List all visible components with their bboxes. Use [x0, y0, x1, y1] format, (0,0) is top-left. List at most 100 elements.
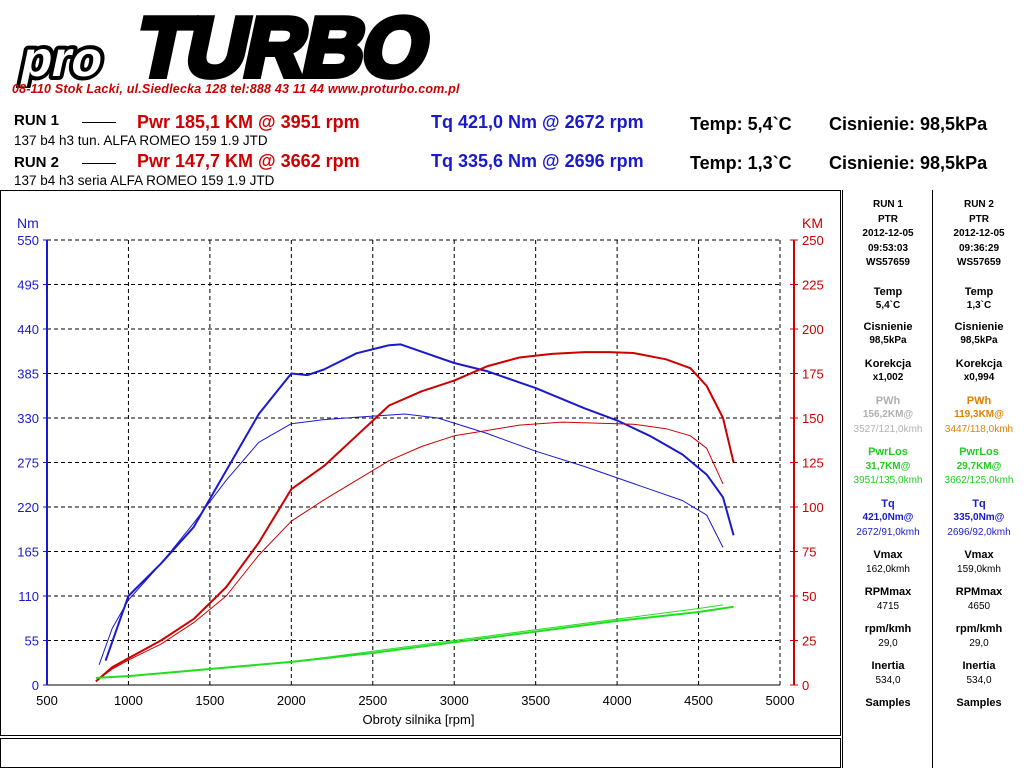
y-right-tick-label: 75: [802, 545, 816, 560]
temp-value: 1,3`C: [966, 300, 992, 311]
test-date: 2012-12-05: [953, 228, 1005, 239]
tq-value: 335,0Nm@: [953, 512, 1005, 523]
x-tick-label: 1000: [114, 693, 143, 708]
run1-description: 137 b4 h3 tun. ALFA ROMEO 159 1.9 JTD: [14, 133, 268, 148]
y-right-tick-label: 150: [802, 411, 824, 426]
x-tick-label: 4000: [603, 693, 632, 708]
series-line-4: [95, 421, 724, 682]
side-panel: RUN 1 PTR 2012-12-05 09:53:03 WS57659 Te…: [842, 190, 1024, 768]
y-left-tick-label: 110: [18, 589, 39, 604]
side-panel-divider: [932, 190, 933, 768]
y-left-tick-label: 495: [17, 278, 39, 293]
chart-frame: [0, 190, 841, 736]
y-right-tick-label: 200: [802, 322, 824, 337]
inertia-label: Inertia: [871, 660, 905, 672]
rpmmax-value: 4715: [876, 600, 900, 612]
run2-label: RUN 2: [14, 154, 60, 171]
serial-number: WS57659: [866, 257, 910, 268]
inertia-label: Inertia: [962, 660, 996, 672]
correction-label: Korekcja: [864, 357, 912, 370]
series-line-6: [95, 604, 724, 679]
tq-label: Tq: [881, 497, 895, 510]
temp-label: Temp: [873, 285, 903, 298]
pwh-detail: 3447/118,0kmh: [944, 423, 1014, 435]
vmax-label: Vmax: [873, 549, 903, 561]
pwrlos-value: 29,7KM@: [956, 460, 1002, 472]
series-line-3: [95, 351, 735, 683]
series-line-2: [98, 413, 724, 665]
svg-text:pro: pro: [16, 31, 109, 87]
rpmmax-label: RPMmax: [864, 586, 912, 598]
tq-detail: 2696/92,0kmh: [947, 526, 1011, 538]
pressure-label: Cisnienie: [954, 320, 1004, 333]
y-left-tick-label: 550: [17, 233, 39, 248]
address-line: 08-110 Stok Lacki, ul.Siedlecka 128 tel:…: [12, 82, 460, 96]
test-date: 2012-12-05: [862, 228, 914, 239]
correction-value: x0,994: [963, 372, 995, 383]
run1-power: Pwr 185,1 KM @ 3951 rpm: [137, 112, 360, 132]
bottom-box: [0, 738, 841, 768]
temp-value: 5,4`C: [875, 300, 901, 311]
pwh-label: PWh: [966, 394, 992, 407]
run2-torque: Tq 335,6 Nm @ 2696 rpm: [431, 151, 644, 171]
x-tick-label: 5000: [766, 693, 795, 708]
y-right-tick-label: 225: [802, 278, 824, 293]
pwrlos-detail: 3662/125,0kmh: [944, 475, 1014, 486]
test-type: PTR: [878, 213, 898, 225]
run1-temp: Temp: 5,4`C: [690, 114, 792, 134]
samples-label: Samples: [865, 697, 911, 709]
side-column-run2: RUN 2 PTR 2012-12-05 09:36:29 WS57659 Te…: [934, 190, 1024, 711]
x-tick-label: 3000: [440, 693, 469, 708]
correction-label: Korekcja: [955, 357, 1003, 370]
x-tick-label: 3500: [521, 693, 550, 708]
run2-description: 137 b4 h3 seria ALFA ROMEO 159 1.9 JTD: [14, 173, 275, 188]
run2-pressure: Cisnienie: 98,5kPa: [829, 153, 988, 173]
side-column-run1: RUN 1 PTR 2012-12-05 09:53:03 WS57659 Te…: [843, 190, 933, 711]
run-label: RUN 2: [963, 199, 994, 210]
y-right-tick-label: 175: [802, 367, 824, 382]
pressure-value: 98,5kPa: [960, 335, 998, 346]
test-time: 09:53:03: [867, 242, 909, 254]
y-left-tick-label: 55: [25, 634, 39, 649]
temp-label: Temp: [964, 285, 994, 298]
run-label: RUN 1: [872, 199, 903, 210]
run1-line-swatch: [82, 122, 116, 123]
inertia-value: 534,0: [966, 674, 992, 686]
pwrlos-label: PwrLos: [959, 446, 999, 458]
y-right-unit-label: KM: [802, 215, 823, 231]
pressure-value: 98,5kPa: [869, 335, 907, 346]
y-right-tick-label: 250: [802, 233, 824, 248]
rpmkmh-value: 29,0: [969, 637, 989, 649]
pwrlos-detail: 3951/135,0kmh: [853, 475, 923, 486]
vmax-value: 162,0kmh: [866, 563, 910, 575]
run1-pressure: Cisnienie: 98,5kPa: [829, 114, 988, 134]
y-left-tick-label: 330: [17, 411, 39, 426]
vmax-label: Vmax: [964, 549, 994, 561]
x-tick-label: 2500: [358, 693, 387, 708]
tq-detail: 2672/91,0kmh: [856, 526, 920, 538]
pwh-label: PWh: [875, 394, 901, 407]
y-right-tick-label: 50: [802, 589, 816, 604]
run2-line-swatch: [82, 163, 116, 164]
rpmmax-value: 4650: [967, 600, 991, 612]
vmax-value: 159,0kmh: [957, 563, 1001, 575]
correction-value: x1,002: [872, 372, 904, 383]
test-time: 09:36:29: [958, 242, 1000, 254]
y-right-tick-label: 125: [802, 456, 824, 471]
x-tick-label: 500: [36, 693, 58, 708]
test-type: PTR: [969, 213, 989, 225]
pwrlos-label: PwrLos: [868, 446, 908, 458]
y-right-tick-label: 0: [802, 678, 809, 693]
svg-text:TURBO: TURBO: [129, 4, 438, 88]
proturbo-logo: pro pro TURBO: [12, 4, 440, 88]
pwh-value: 119,3KM@: [954, 409, 1004, 420]
run2-power: Pwr 147,7 KM @ 3662 rpm: [137, 151, 360, 171]
rpmkmh-value: 29,0: [878, 637, 898, 649]
series-line-5: [95, 605, 734, 679]
y-right-tick-label: 25: [802, 634, 816, 649]
run1-label: RUN 1: [14, 112, 60, 129]
y-left-unit-label: Nm: [17, 215, 39, 231]
y-left-tick-label: 220: [17, 500, 39, 515]
y-right-tick-label: 100: [802, 500, 824, 515]
pressure-label: Cisnienie: [863, 320, 913, 333]
